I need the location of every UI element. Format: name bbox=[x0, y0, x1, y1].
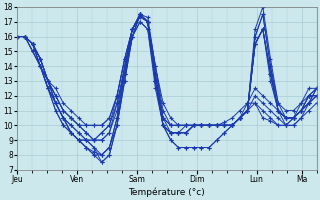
X-axis label: Température (°c): Température (°c) bbox=[129, 187, 205, 197]
